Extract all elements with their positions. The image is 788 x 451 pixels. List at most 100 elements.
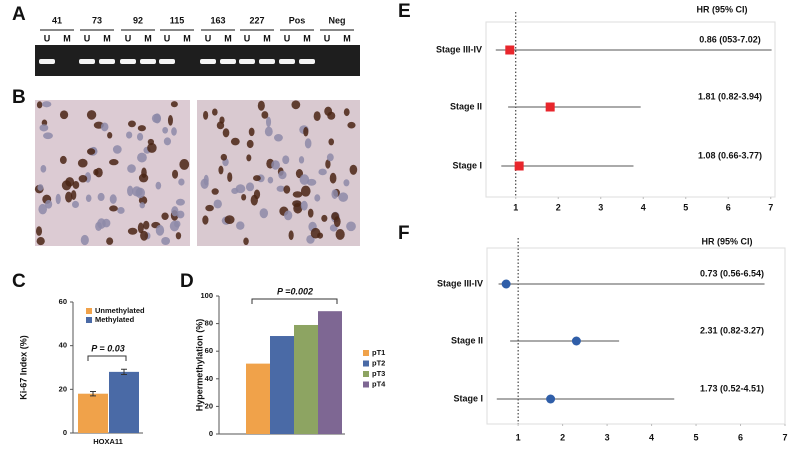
nucleus xyxy=(112,145,122,154)
nucleus xyxy=(109,194,117,204)
nucleus xyxy=(167,115,173,126)
nucleus xyxy=(274,134,283,142)
gel-band xyxy=(239,59,255,64)
row-label: Stage II xyxy=(450,101,482,111)
nucleus xyxy=(78,175,88,183)
row-label: Stage I xyxy=(453,393,483,403)
hazard-ratio-marker xyxy=(514,161,524,171)
nucleus xyxy=(326,153,334,162)
nucleus xyxy=(72,181,80,189)
nucleus xyxy=(236,221,245,230)
y-tick-label: 100 xyxy=(200,291,213,300)
nucleus xyxy=(218,165,224,175)
y-axis-label: Hypermethylation (%) xyxy=(194,319,204,412)
nucleus xyxy=(246,139,254,149)
nucleus xyxy=(298,156,305,164)
panel-label: E xyxy=(398,1,411,22)
hazard-ratio-marker xyxy=(505,45,515,55)
lane-label: M xyxy=(63,33,71,43)
nucleus xyxy=(303,126,309,137)
gel-band xyxy=(220,59,236,64)
nucleus xyxy=(283,185,291,194)
hazard-ratio-marker xyxy=(546,394,556,404)
gel-band xyxy=(39,59,55,64)
lane-label: M xyxy=(183,33,191,43)
nucleus xyxy=(276,185,285,192)
nucleus xyxy=(59,110,69,120)
legend-label: pT2 xyxy=(372,358,385,367)
nucleus xyxy=(346,221,356,232)
legend-swatch xyxy=(86,308,92,314)
row-label: Stage III-IV xyxy=(437,278,483,288)
y-tick-label: 80 xyxy=(205,319,213,328)
nucleus xyxy=(203,174,209,186)
nucleus xyxy=(77,158,88,168)
nucleus xyxy=(153,113,162,124)
nucleus xyxy=(243,237,249,246)
value-label: 1.08 (0.66-3.77) xyxy=(698,150,762,160)
column-header: HR (95% CI) xyxy=(701,236,752,246)
bar xyxy=(78,393,108,433)
error-bar xyxy=(90,391,96,397)
nucleus xyxy=(314,194,321,202)
y-tick-label: 60 xyxy=(205,346,213,355)
nucleus xyxy=(137,125,146,132)
x-tick-label: 6 xyxy=(726,202,731,212)
nucleus xyxy=(172,169,179,179)
nucleus xyxy=(347,121,356,129)
nucleus xyxy=(35,226,43,236)
panel-label: C xyxy=(12,271,26,292)
nucleus xyxy=(329,172,337,184)
value-label: 0.73 (0.56-6.54) xyxy=(700,268,764,278)
nucleus xyxy=(203,110,209,120)
nucleus xyxy=(136,132,144,141)
nucleus xyxy=(71,200,79,209)
legend-swatch xyxy=(86,317,92,323)
nucleus xyxy=(328,138,335,146)
significance-bracket xyxy=(87,355,127,361)
x-tick-label: 2 xyxy=(556,202,561,212)
p-value-annotation: P = 0.03 xyxy=(91,343,124,353)
legend-swatch xyxy=(363,350,369,356)
nucleus xyxy=(288,230,294,241)
row-label: Stage II xyxy=(451,335,483,345)
bar xyxy=(294,324,318,434)
x-tick-label: 1 xyxy=(513,202,518,212)
histology-image xyxy=(35,100,190,246)
x-tick-label: 4 xyxy=(641,202,646,212)
nucleus xyxy=(97,218,106,229)
nucleus xyxy=(291,100,301,110)
nucleus xyxy=(139,202,146,209)
nucleus xyxy=(318,168,327,176)
value-label: 1.73 (0.52-4.51) xyxy=(700,383,764,393)
nucleus xyxy=(300,200,308,211)
nucleus xyxy=(155,181,162,190)
value-label: 1.81 (0.82-3.94) xyxy=(698,91,762,101)
legend-label: Methylated xyxy=(95,315,135,324)
nucleus xyxy=(161,212,169,221)
y-tick-label: 20 xyxy=(205,401,213,410)
nucleus xyxy=(170,101,178,108)
lane-label: U xyxy=(84,33,91,43)
sample-label: 41 xyxy=(52,15,62,25)
nucleus xyxy=(300,185,311,197)
hazard-ratio-marker xyxy=(545,102,555,112)
gel-band xyxy=(79,59,95,64)
lane-label: M xyxy=(303,33,311,43)
sample-label: Pos xyxy=(289,15,306,25)
nucleus xyxy=(313,111,321,122)
x-tick-label: 2 xyxy=(560,432,565,442)
nucleus xyxy=(335,228,345,240)
nucleus xyxy=(299,174,310,185)
bar xyxy=(246,363,270,434)
nucleus xyxy=(61,180,72,191)
lane-label: U xyxy=(164,33,171,43)
nucleus xyxy=(246,154,252,162)
nucleus xyxy=(174,220,181,228)
y-tick-label: 60 xyxy=(59,297,67,306)
lane-label: M xyxy=(224,33,232,43)
nucleus xyxy=(138,196,148,205)
sample-label: Neg xyxy=(328,15,345,25)
nucleus xyxy=(137,152,147,163)
